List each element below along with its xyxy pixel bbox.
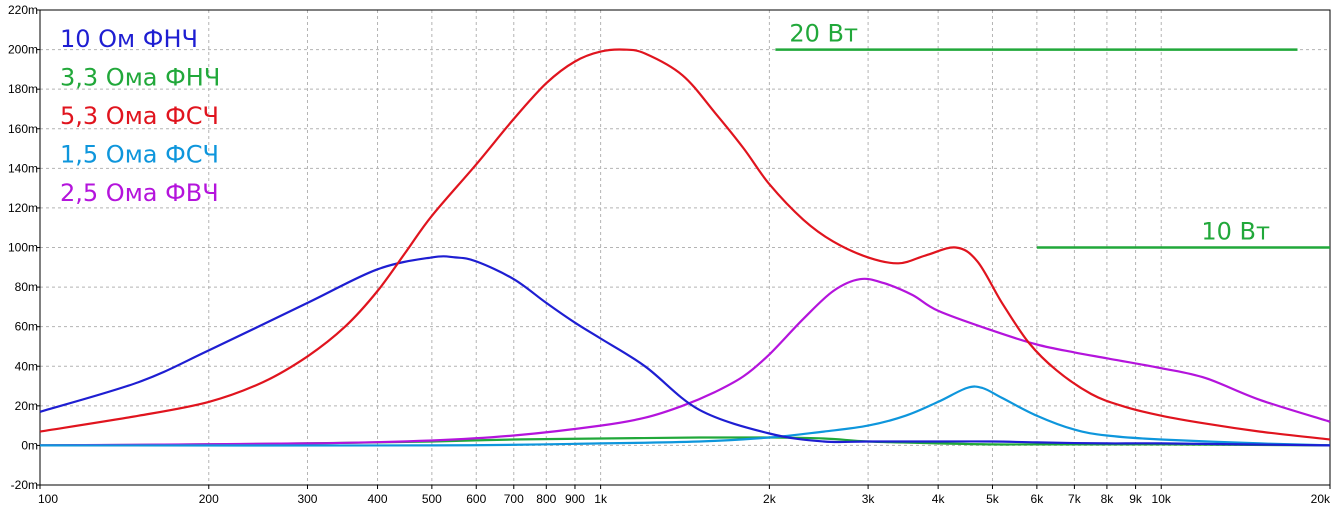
- y-tick-label: 180m: [8, 82, 38, 96]
- power-level-label: 10 Вт: [1201, 218, 1270, 246]
- legend-entry-1: 10 Ом ФНЧ: [60, 25, 198, 53]
- y-tick-label: 140m: [8, 161, 38, 175]
- legend-entry-5: 2,5 Ома ФВЧ: [60, 179, 219, 207]
- x-tick-label: 7k: [1068, 492, 1082, 506]
- x-tick-label: 1k: [594, 492, 608, 506]
- x-tick-label: 200: [199, 492, 219, 506]
- series-lines: [39, 48, 1331, 447]
- series-line-3: [39, 48, 1331, 441]
- x-tick-label: 2k: [763, 492, 777, 506]
- y-tick-label: 0m: [21, 438, 38, 452]
- y-tick-label: 40m: [15, 359, 38, 373]
- legend-entry-4: 1,5 Ома ФСЧ: [60, 141, 219, 169]
- x-tick-label: 3k: [862, 492, 876, 506]
- x-tick-label: 100: [38, 492, 58, 506]
- legend-entry-2: 3,3 Ома ФНЧ: [60, 64, 220, 92]
- series-line-1: [39, 255, 1331, 447]
- y-tick-label: 20m: [15, 399, 38, 413]
- x-tick-label: 700: [504, 492, 524, 506]
- series-line-5: [39, 277, 1331, 447]
- legend-entry-3: 5,3 Ома ФСЧ: [60, 102, 219, 130]
- power-level-label: 20 Вт: [789, 20, 858, 48]
- y-tick-label: 160m: [8, 122, 38, 136]
- x-tick-label: 500: [422, 492, 442, 506]
- x-tick-label: 5k: [986, 492, 1000, 506]
- x-tick-label: 4k: [932, 492, 946, 506]
- y-tick-label: 60m: [15, 320, 38, 334]
- x-tick-label: 900: [565, 492, 585, 506]
- y-tick-label: 100m: [8, 241, 38, 255]
- y-tick-label: 220m: [8, 3, 38, 17]
- y-tick-label: 120m: [8, 201, 38, 215]
- x-tick-label: 400: [368, 492, 388, 506]
- x-tick-label: 10k: [1152, 492, 1172, 506]
- x-tick-label: 6k: [1031, 492, 1045, 506]
- series-line-4: [39, 385, 1331, 447]
- power-level-annotations: 20 Вт 10 Вт: [775, 20, 1330, 249]
- y-axis-tick-labels: -20m 0m 20m 40m 60m 80m 100m 120m 140m 160m 180m 20…: [8, 3, 38, 492]
- x-tick-label: 800: [536, 492, 556, 506]
- x-tick-label: 300: [297, 492, 317, 506]
- y-tick-label: 200m: [8, 43, 38, 57]
- x-tick-label: 20k: [1311, 492, 1331, 506]
- x-tick-label: 9k: [1129, 492, 1143, 506]
- y-tick-label: -20m: [11, 478, 38, 492]
- x-axis-tick-labels: 100 200 300 400 500 600 700 800 900 1k 2k 3k 4k 5k 6k 7…: [38, 492, 1331, 506]
- legend: 10 Ом ФНЧ 3,3 Ома ФНЧ 5,3 Ома ФСЧ 1,5 Ома Ф…: [60, 25, 220, 207]
- x-tick-label: 8k: [1101, 492, 1115, 506]
- y-tick-label: 80m: [15, 280, 38, 294]
- x-tick-label: 600: [466, 492, 486, 506]
